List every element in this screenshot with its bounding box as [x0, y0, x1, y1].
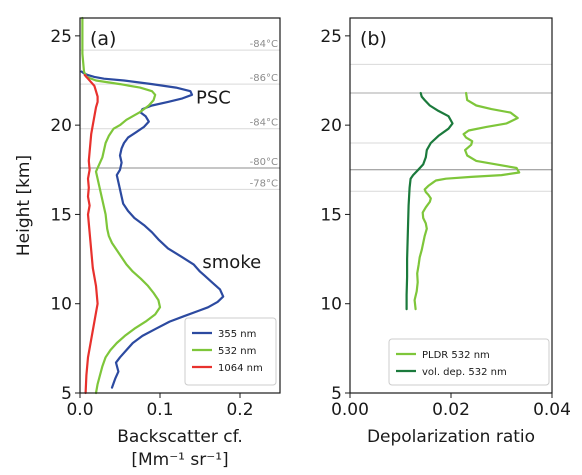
- legend-box: [388, 338, 550, 386]
- x-axis-label: Depolarization ratio: [367, 427, 535, 447]
- legend-entry: 355 nm: [218, 329, 256, 340]
- x-tick-label: 0.00: [331, 400, 369, 420]
- legend: PLDR 532 nm vol. dep. 532 nm: [388, 338, 550, 386]
- panel-label: (a): [90, 28, 116, 50]
- x-tick-label: 0.1: [146, 400, 173, 420]
- y-tick-label: 25: [320, 27, 342, 47]
- panel-label: (b): [360, 28, 387, 50]
- y-tick-label: 5: [61, 384, 72, 404]
- y-tick-label: 10: [320, 295, 342, 315]
- legend-entry: 1064 nm: [218, 363, 263, 374]
- panel-a: -84°C -86°C -84°C -80°C -78°C 5 10 15 20 25 0.0 0.1…: [14, 16, 281, 470]
- legend: 355 nm 532 nm 1064 nm: [184, 317, 277, 386]
- x-tick-label: 0.0: [66, 400, 93, 420]
- panel-b: 5 10 15 20 25 0.00 0.02 0.04 (b) Depolarization r…: [320, 17, 571, 447]
- temperature-label: -86°C: [250, 73, 278, 84]
- annotation-smoke: smoke: [202, 252, 261, 273]
- temperature-label: -78°C: [250, 178, 278, 189]
- x-axis-unit: [Mm⁻¹ sr⁻¹]: [131, 450, 228, 470]
- annotation-psc: PSC: [196, 88, 231, 109]
- y-tick-label: 25: [50, 27, 72, 47]
- legend-entry: vol. dep. 532 nm: [422, 367, 507, 378]
- series-line-1064-nm: [83, 74, 99, 395]
- y-tick-label: 20: [320, 116, 342, 136]
- legend-entry: 532 nm: [218, 346, 256, 357]
- y-tick-label: 15: [50, 205, 72, 225]
- series-line-pldr-532-nm: [413, 91, 521, 311]
- legend-box: [184, 317, 277, 386]
- x-tick-label: 0.04: [533, 400, 571, 420]
- series-line-355-nm: [80, 70, 225, 389]
- y-tick-label: 15: [320, 205, 342, 225]
- legend-entry: PLDR 532 nm: [422, 350, 490, 361]
- temperature-label: -84°C: [250, 118, 278, 129]
- y-tick-label: 10: [50, 295, 72, 315]
- y-tick-label: 5: [331, 384, 342, 404]
- x-tick-label: 0.2: [226, 400, 253, 420]
- y-tick-label: 20: [50, 116, 72, 136]
- series-line-532-nm: [81, 16, 162, 395]
- plot-frame: [349, 17, 553, 394]
- series-line-vol-dep-532-nm: [405, 91, 454, 311]
- y-axis-label: Height [km]: [14, 155, 34, 256]
- x-axis-label: Backscatter cf.: [117, 427, 243, 447]
- temperature-label: -84°C: [250, 39, 278, 50]
- x-tick-label: 0.02: [432, 400, 470, 420]
- temperature-label: -80°C: [250, 157, 278, 168]
- plot-frame: [79, 17, 281, 394]
